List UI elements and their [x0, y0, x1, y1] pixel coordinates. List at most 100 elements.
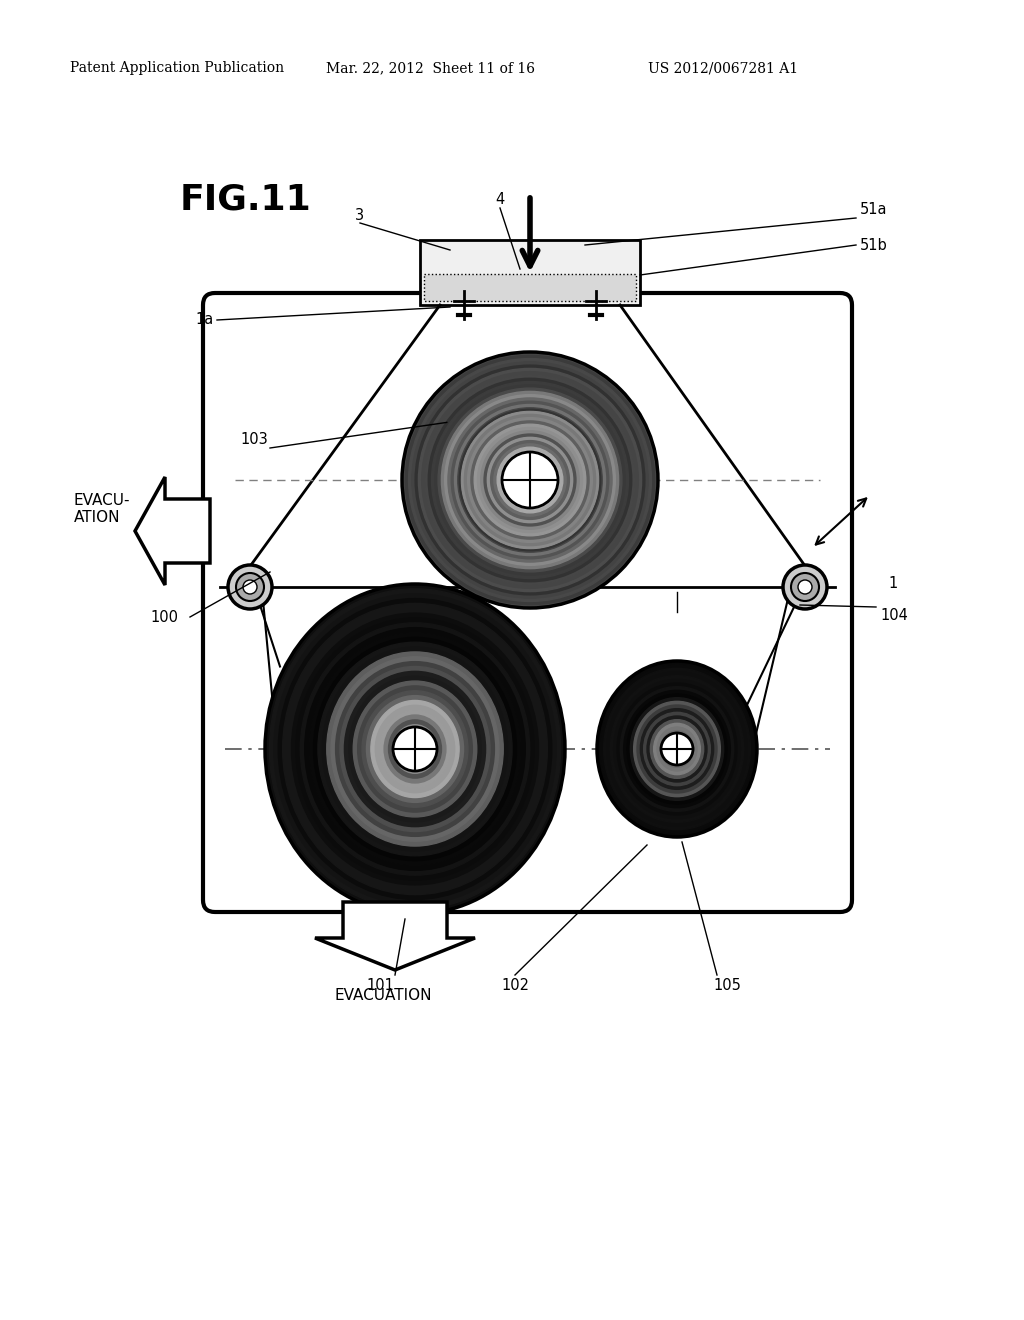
Circle shape	[447, 397, 612, 562]
Circle shape	[783, 565, 827, 609]
Ellipse shape	[627, 694, 727, 804]
Polygon shape	[315, 902, 475, 970]
Circle shape	[435, 385, 626, 576]
Circle shape	[507, 457, 553, 503]
Circle shape	[481, 430, 580, 529]
Text: Mar. 22, 2012  Sheet 11 of 16: Mar. 22, 2012 Sheet 11 of 16	[326, 61, 535, 75]
Circle shape	[412, 362, 648, 598]
Circle shape	[504, 454, 556, 507]
Circle shape	[236, 573, 264, 601]
Ellipse shape	[380, 710, 451, 788]
Ellipse shape	[357, 686, 472, 812]
Ellipse shape	[600, 665, 754, 833]
Ellipse shape	[657, 727, 697, 771]
Ellipse shape	[607, 672, 746, 826]
Ellipse shape	[597, 661, 757, 837]
Ellipse shape	[331, 657, 499, 841]
Ellipse shape	[367, 696, 464, 803]
Text: 51a: 51a	[860, 202, 888, 218]
Circle shape	[393, 727, 437, 771]
Circle shape	[468, 417, 592, 543]
Ellipse shape	[631, 698, 724, 800]
Ellipse shape	[384, 715, 445, 783]
Ellipse shape	[667, 738, 687, 760]
Circle shape	[520, 470, 540, 490]
Circle shape	[419, 368, 642, 591]
Circle shape	[523, 474, 537, 487]
Ellipse shape	[634, 701, 720, 797]
Circle shape	[502, 451, 558, 508]
FancyBboxPatch shape	[203, 293, 852, 912]
Ellipse shape	[313, 638, 516, 861]
Circle shape	[458, 408, 602, 552]
Circle shape	[501, 450, 559, 510]
Circle shape	[402, 352, 658, 609]
Text: 3: 3	[355, 207, 365, 223]
Circle shape	[487, 437, 572, 523]
Ellipse shape	[393, 725, 437, 774]
Ellipse shape	[300, 623, 529, 875]
Ellipse shape	[336, 661, 495, 837]
Circle shape	[464, 414, 596, 545]
Ellipse shape	[653, 723, 700, 775]
Text: 105: 105	[713, 978, 741, 993]
Ellipse shape	[637, 705, 717, 793]
Ellipse shape	[371, 701, 459, 797]
Ellipse shape	[674, 746, 680, 752]
Circle shape	[514, 463, 547, 496]
Text: 102: 102	[501, 978, 529, 993]
Ellipse shape	[323, 647, 508, 851]
Ellipse shape	[660, 731, 693, 767]
Circle shape	[526, 477, 534, 483]
Ellipse shape	[279, 598, 552, 899]
Ellipse shape	[397, 730, 433, 768]
Text: 100: 100	[150, 610, 178, 624]
Ellipse shape	[296, 618, 535, 880]
Ellipse shape	[362, 690, 468, 808]
Text: EVACUATION: EVACUATION	[335, 987, 432, 1003]
Circle shape	[431, 381, 629, 578]
Circle shape	[798, 579, 812, 594]
Ellipse shape	[604, 668, 751, 830]
Ellipse shape	[292, 612, 539, 884]
Ellipse shape	[664, 734, 690, 764]
Ellipse shape	[624, 690, 730, 808]
Text: FIG.11: FIG.11	[180, 183, 311, 216]
Ellipse shape	[283, 603, 548, 895]
Ellipse shape	[305, 628, 525, 870]
Circle shape	[415, 366, 645, 595]
Circle shape	[243, 579, 257, 594]
Circle shape	[477, 428, 583, 532]
Ellipse shape	[671, 742, 684, 756]
Circle shape	[662, 733, 693, 766]
Text: EVACU-
ATION: EVACU- ATION	[74, 492, 130, 525]
Polygon shape	[135, 477, 210, 585]
Ellipse shape	[621, 686, 733, 812]
Ellipse shape	[407, 739, 424, 759]
Ellipse shape	[344, 672, 485, 826]
Text: 1: 1	[888, 577, 897, 591]
Ellipse shape	[401, 734, 428, 763]
Text: 101: 101	[366, 978, 394, 993]
Circle shape	[517, 467, 543, 494]
Circle shape	[441, 392, 618, 569]
Circle shape	[438, 388, 622, 572]
Ellipse shape	[613, 680, 740, 818]
Ellipse shape	[647, 715, 707, 781]
Circle shape	[474, 424, 586, 536]
Circle shape	[228, 565, 272, 609]
Ellipse shape	[644, 713, 711, 785]
Circle shape	[444, 395, 615, 565]
Circle shape	[406, 355, 654, 605]
Circle shape	[461, 411, 599, 549]
Ellipse shape	[375, 705, 455, 793]
Ellipse shape	[349, 676, 481, 822]
Circle shape	[409, 359, 651, 602]
Ellipse shape	[317, 643, 512, 855]
Circle shape	[471, 421, 589, 539]
Circle shape	[452, 401, 609, 558]
Text: 104: 104	[880, 607, 908, 623]
Ellipse shape	[353, 681, 477, 817]
Circle shape	[428, 379, 632, 582]
Text: Patent Application Publication: Patent Application Publication	[70, 61, 284, 75]
